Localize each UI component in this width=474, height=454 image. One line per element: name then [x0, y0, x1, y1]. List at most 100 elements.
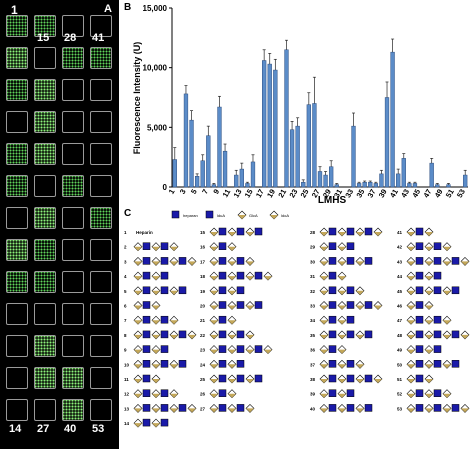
- structure-number: 16: [200, 245, 206, 250]
- bar-chart-panel: B 0 5,000 10,000 15,000 1 3 5 7 9 11 13 15 17 19 21 23 2…: [120, 0, 474, 206]
- x-tick-label: 23: [287, 188, 299, 200]
- legend-label: GlcA: [249, 213, 258, 218]
- uronic-diamond-icon: [337, 359, 347, 369]
- uronic-diamond-icon: [355, 374, 365, 384]
- bar-lmhs-50: [446, 184, 451, 188]
- structure-number: 41: [397, 230, 403, 235]
- uronic-diamond-icon: [151, 315, 161, 325]
- bar-lmhs-6: [200, 160, 205, 188]
- uronic-diamond-icon: [460, 256, 470, 266]
- uronic-diamond-icon: [169, 389, 179, 399]
- microarray-tile: [90, 239, 112, 261]
- uronic-diamond-icon: [227, 359, 237, 369]
- microarray-tile: [34, 399, 56, 421]
- structure-chain: [319, 374, 383, 384]
- uronic-diamond-icon: [169, 315, 179, 325]
- microarray-tile: [90, 271, 112, 293]
- glcn-square-icon: [415, 374, 424, 383]
- structure-chain: [319, 345, 347, 355]
- panel-a-letter: A: [104, 3, 112, 15]
- microarray-tile: [62, 175, 84, 197]
- uronic-diamond-icon: [245, 345, 255, 355]
- x-tick-label: 9: [211, 188, 221, 196]
- glcn-square-icon: [346, 374, 355, 383]
- structure-number: 5: [124, 289, 127, 294]
- structure-number: 32: [310, 289, 316, 294]
- glcn-square-icon: [142, 330, 151, 339]
- uronic-diamond-icon: [337, 271, 347, 281]
- uronic-diamond-icon: [319, 359, 329, 369]
- structure-number: 50: [397, 362, 403, 367]
- microarray-tile: [6, 15, 28, 37]
- structure-number: 4: [124, 274, 127, 279]
- uronic-diamond-icon: [209, 315, 219, 325]
- monosaccharide-legend: heparan lduA GlcA ldoA: [171, 210, 289, 220]
- bar-lmhs-10: [222, 150, 228, 188]
- uronic-diamond-icon: [169, 359, 179, 369]
- glcn-square-icon: [142, 374, 151, 383]
- uronic-diamond-icon: [406, 315, 416, 325]
- glcn-square-icon: [218, 286, 227, 295]
- uronic-diamond-icon: [209, 403, 219, 413]
- structure-chain: [406, 330, 470, 340]
- glcn-square-icon: [451, 360, 460, 368]
- x-tick-label: 43: [399, 188, 411, 200]
- uronic-diamond-icon: [355, 256, 365, 266]
- uronic-diamond-icon: [209, 345, 219, 355]
- microarray-tile: [6, 175, 28, 197]
- bar-lmhs-9: [217, 106, 222, 188]
- uronic-diamond-icon: [169, 286, 179, 296]
- uronic-diamond-icon: [151, 359, 161, 369]
- microarray-tile: [62, 367, 84, 389]
- uronic-diamond-icon: [209, 286, 219, 296]
- structure-chain: [209, 374, 263, 384]
- glcn-square-icon: [205, 210, 214, 219]
- glcn-square-icon: [451, 257, 460, 265]
- uronic-diamond-icon: [227, 227, 237, 237]
- uronic-diamond-icon: [151, 301, 161, 310]
- uronic-diamond-icon: [355, 286, 365, 296]
- bar-lmhs-29: [329, 166, 334, 188]
- glcn-square-icon: [218, 330, 227, 339]
- uronic-diamond-icon: [151, 403, 161, 413]
- uronic-diamond-icon: [373, 227, 383, 237]
- glcn-square-icon: [218, 374, 227, 383]
- uronic-diamond-icon: [319, 271, 329, 281]
- microarray-tile: [34, 143, 56, 165]
- x-tick-label: 37: [366, 188, 378, 200]
- structure-number: 42: [397, 245, 403, 250]
- uronic-diamond-icon: [319, 242, 329, 252]
- chart-bars: [172, 38, 468, 188]
- uronic-diamond-icon: [169, 403, 179, 413]
- structure-chain: [406, 359, 460, 369]
- glcn-square-icon: [142, 257, 151, 265]
- uronic-diamond-icon: [337, 315, 347, 325]
- glcn-square-icon: [346, 404, 355, 412]
- glcn-square-icon: [142, 389, 151, 397]
- uronic-diamond-icon: [227, 301, 237, 310]
- bar-lmhs-40: [390, 51, 395, 188]
- glcn-square-icon: [364, 404, 373, 412]
- uronic-diamond-icon: [406, 330, 416, 340]
- structure-number: 21: [200, 318, 206, 323]
- microarray-tile: [34, 175, 56, 197]
- uronic-diamond-icon: [442, 315, 452, 325]
- uronic-diamond-icon: [337, 345, 347, 355]
- structure-number: 52: [397, 392, 403, 397]
- glcn-square-icon: [160, 286, 169, 295]
- uronic-diamond-icon: [245, 256, 255, 266]
- microarray-tile: [34, 15, 56, 37]
- x-tick-label: 35: [354, 188, 366, 200]
- uronic-diamond-icon: [245, 271, 255, 281]
- structure-number: 31: [310, 274, 316, 279]
- structure-chain: [406, 374, 434, 384]
- bar-lmhs-19: [273, 69, 278, 188]
- x-tick-label: 11: [221, 188, 233, 199]
- uronic-diamond-icon: [424, 242, 434, 252]
- bar-lmhs-7: [206, 135, 211, 188]
- uronic-diamond-icon: [424, 301, 434, 310]
- x-tick-label: 39: [377, 188, 389, 200]
- structure-number: 10: [124, 362, 130, 367]
- uronic-diamond-icon: [263, 345, 273, 355]
- microarray-tile: [90, 399, 112, 421]
